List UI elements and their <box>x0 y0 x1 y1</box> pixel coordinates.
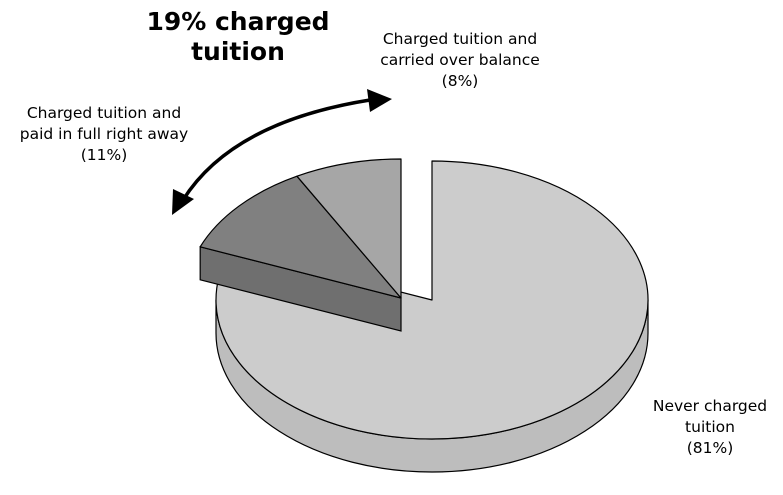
label-carried-line-2: carried over balance <box>380 51 540 69</box>
arrow-head-left <box>172 189 194 215</box>
double-headed-curved-arrow <box>172 89 392 215</box>
pie-slice-carried <box>296 158 402 299</box>
pie-slice-paid-top <box>199 175 402 299</box>
arrow-curve <box>181 98 371 201</box>
label-carried-value: (8%) <box>442 72 479 90</box>
pie-slice-paid <box>199 175 402 332</box>
arrow-head-right <box>367 89 392 112</box>
label-paid-line-1: Charged tuition and <box>27 104 181 122</box>
pie-slice-carried-top <box>296 158 402 299</box>
label-never-value: (81%) <box>687 439 734 457</box>
label-paid-line-2: paid in full right away <box>20 125 188 143</box>
label-never: Never charged tuition (81%) <box>653 397 767 457</box>
callout-line-1: 19% charged <box>146 7 329 36</box>
callout-line-2: tuition <box>191 37 285 66</box>
label-never-line-1: Never charged <box>653 397 767 415</box>
label-carried-line-1: Charged tuition and <box>383 30 537 48</box>
label-never-line-2: tuition <box>685 418 735 436</box>
label-paid-value: (11%) <box>81 146 128 164</box>
label-carried: Charged tuition and carried over balance… <box>380 30 540 90</box>
pie-slice-never <box>215 160 649 473</box>
pie-slice-never-top <box>215 160 649 440</box>
label-paid: Charged tuition and paid in full right a… <box>20 104 188 164</box>
